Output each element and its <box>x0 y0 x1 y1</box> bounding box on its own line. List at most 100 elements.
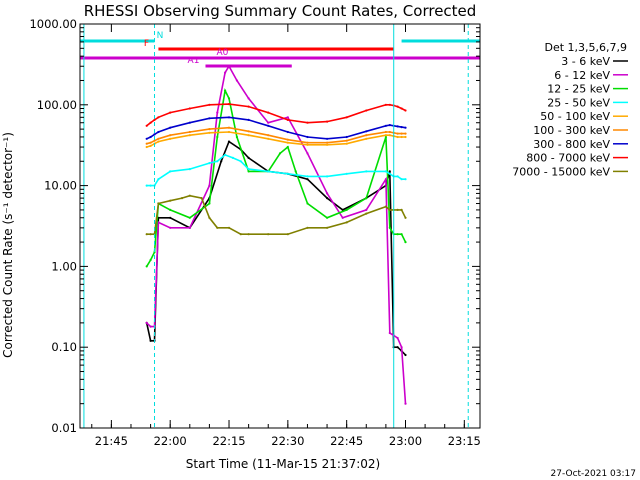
series-point-1-12 <box>267 121 270 124</box>
series-point-2-7 <box>216 135 219 139</box>
series-point-6-5 <box>188 121 191 124</box>
series-point-0-13 <box>306 178 309 181</box>
series-point-1-22 <box>400 346 403 349</box>
series-point-7-15 <box>384 103 387 106</box>
flag-label-1: F <box>144 39 149 49</box>
series-point-5-16 <box>388 130 391 134</box>
flag-label-2: A0 <box>216 48 228 58</box>
series-point-1-14 <box>306 152 309 155</box>
series-point-5-10 <box>286 138 289 141</box>
series-point-6-20 <box>404 126 407 129</box>
flag-label-0: N <box>157 31 164 41</box>
series-point-0-10 <box>247 156 250 159</box>
series-line-0 <box>145 140 407 356</box>
series-point-3-19 <box>388 172 391 175</box>
y-tick-label-5: 0.01 <box>51 421 77 435</box>
series-point-4-20 <box>404 135 407 139</box>
y-tick-label-2: 10.00 <box>44 179 77 193</box>
series-point-8-8 <box>208 216 211 219</box>
x-tick-label-0: 21:45 <box>95 434 128 448</box>
series-point-5-0 <box>145 142 148 145</box>
series-curves <box>145 64 407 405</box>
series-point-5-5 <box>188 130 191 134</box>
series-point-2-19 <box>365 197 368 200</box>
series-point-1-18 <box>384 178 387 181</box>
series-point-2-17 <box>326 216 329 219</box>
series-point-7-2 <box>153 118 156 121</box>
series-point-7-6 <box>208 103 211 106</box>
series-point-8-24 <box>404 216 407 219</box>
series-point-6-7 <box>227 116 231 119</box>
series-point-8-20 <box>388 208 391 211</box>
series-point-3-13 <box>286 172 289 175</box>
legend-item-label-6: 300 - 800 keV <box>533 138 610 151</box>
series-point-5-7 <box>227 126 231 129</box>
y-tick-label-1: 100.00 <box>37 98 77 112</box>
series-point-5-8 <box>247 130 250 133</box>
legend-item-label-4: 50 - 100 keV <box>540 110 610 123</box>
series-point-2-2 <box>153 251 156 254</box>
series-point-5-13 <box>345 139 348 142</box>
series-point-8-23 <box>400 208 403 211</box>
series-point-5-2 <box>153 139 156 142</box>
flag-label-3: A1 <box>188 56 200 66</box>
series-point-5-15 <box>384 130 387 134</box>
series-point-0-8 <box>227 140 231 143</box>
series-point-5-12 <box>326 141 329 144</box>
series-point-8-6 <box>188 194 191 197</box>
series-point-8-18 <box>365 212 368 215</box>
y-tick-label-0: 1000.00 <box>29 17 77 31</box>
series-point-5-11 <box>306 141 309 144</box>
series-point-6-15 <box>384 124 387 127</box>
series-point-1-15 <box>326 192 329 195</box>
series-point-3-10 <box>239 160 242 163</box>
flag-bars: NF A0 A1 <box>80 31 480 68</box>
series-point-7-16 <box>388 103 391 106</box>
legend-item-label-0: 3 - 6 keV <box>561 55 610 68</box>
x-tick-label-5: 23:00 <box>389 434 422 448</box>
series-point-8-14 <box>286 233 289 236</box>
series-point-6-12 <box>326 137 329 140</box>
series-point-7-14 <box>365 109 368 112</box>
series-point-3-0 <box>145 184 148 187</box>
x-tick-label-1: 22:00 <box>154 434 187 448</box>
series-point-0-18 <box>388 170 391 173</box>
series-point-8-12 <box>247 233 250 236</box>
series-point-3-3 <box>157 178 160 181</box>
series-point-0-7 <box>220 160 223 163</box>
series-point-5-3 <box>157 137 160 140</box>
legend-item-label-7: 800 - 7000 keV <box>526 152 610 165</box>
series-point-4-4 <box>169 137 172 140</box>
series-point-3-15 <box>326 175 329 178</box>
legend-item-label-5: 100 - 300 keV <box>533 124 610 137</box>
series-point-7-13 <box>345 116 348 119</box>
series-point-2-20 <box>384 135 387 139</box>
series-point-8-3 <box>157 202 160 205</box>
series-point-1-3 <box>157 221 160 224</box>
series-point-5-19 <box>400 132 403 135</box>
series-point-1-8 <box>224 71 227 74</box>
series-point-8-11 <box>239 233 242 236</box>
series-point-2-24 <box>400 233 403 236</box>
series-point-3-22 <box>400 178 403 181</box>
series-point-5-6 <box>208 128 211 131</box>
series-point-0-14 <box>326 197 329 200</box>
series-point-2-9 <box>227 97 231 100</box>
series-point-3-14 <box>306 175 309 178</box>
series-point-6-13 <box>345 135 348 139</box>
series-point-7-3 <box>157 116 160 119</box>
series-point-6-10 <box>286 130 289 134</box>
series-point-7-5 <box>188 107 191 110</box>
series-point-4-14 <box>365 137 368 140</box>
series-point-2-10 <box>235 135 238 139</box>
legend-title: Det 1,3,5,6,7,9 <box>544 41 627 54</box>
series-point-7-7 <box>227 103 231 106</box>
series-point-2-0 <box>145 265 148 268</box>
series-point-1-21 <box>396 336 399 340</box>
series-point-8-5 <box>180 197 184 200</box>
series-point-7-18 <box>396 105 399 108</box>
series-point-7-11 <box>306 121 309 124</box>
series-point-8-0 <box>145 233 148 236</box>
series-point-6-8 <box>247 118 250 121</box>
